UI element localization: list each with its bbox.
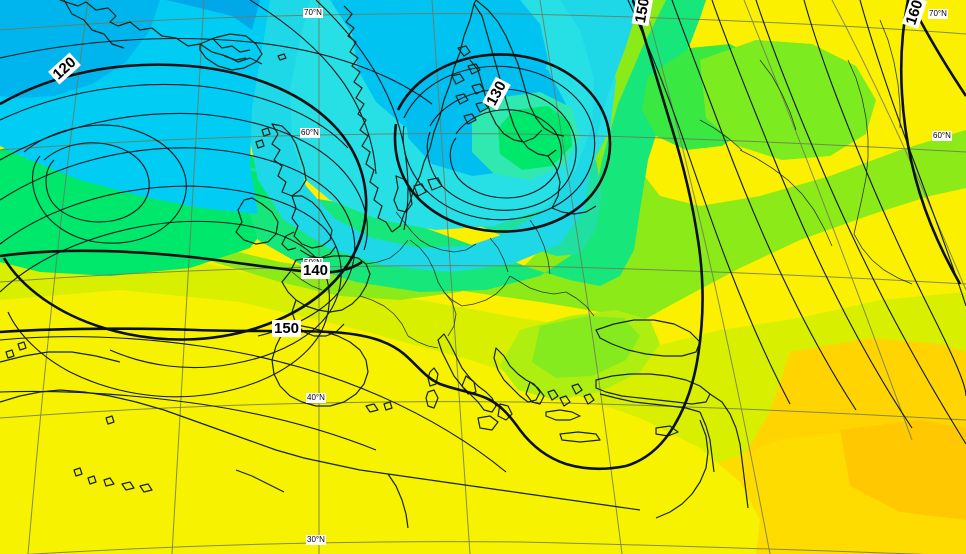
fill-blue-2 (166, 0, 260, 30)
graticule-label-40n: 40°N (306, 393, 326, 403)
graticule-label-30n: 30°N (306, 535, 326, 545)
contour-label-140: 140 (301, 262, 331, 279)
fill-green-balkan2 (532, 316, 640, 378)
fill-yellow-light (0, 290, 760, 554)
fill-blue (0, 0, 160, 98)
fill-green-core (498, 106, 572, 170)
fill-gold3 (840, 420, 966, 520)
graticule-label-70n-right: 70°N (928, 9, 948, 19)
fill-cyan-2 (246, 0, 640, 272)
graticule-label-60n-right: 60°N (932, 131, 952, 141)
graticule-label-70n-left: 70°N (303, 8, 323, 18)
graticule-label-60n-left: 60°N (300, 128, 320, 138)
fill-green (0, 0, 966, 322)
fill-green-right2 (700, 40, 876, 160)
contour-label-150-left: 150 (272, 320, 302, 337)
